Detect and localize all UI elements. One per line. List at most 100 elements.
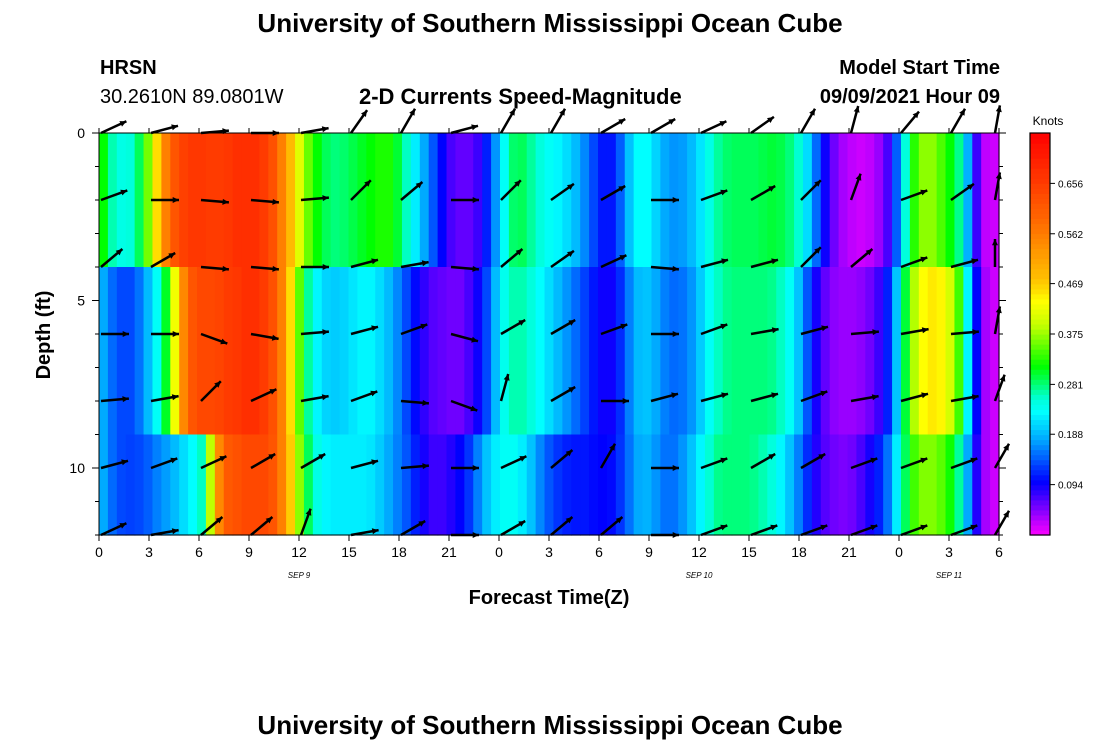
heatmap-cell [508, 166, 519, 201]
heatmap-cell [865, 401, 875, 436]
vector-head [269, 389, 277, 395]
heatmap-cell [348, 501, 359, 536]
heatmap-cell [624, 267, 635, 302]
colorbar-tick-label: 0.656 [1058, 179, 1083, 190]
heatmap-cell [393, 468, 403, 503]
vector-head [870, 457, 878, 464]
heatmap-cell [874, 166, 884, 201]
heatmap-cell [687, 501, 697, 536]
heatmap-cell [125, 367, 136, 402]
heatmap-cell [562, 334, 572, 369]
heatmap-cell [954, 401, 964, 436]
heatmap-cell [731, 267, 742, 302]
heatmap-cell [428, 367, 439, 402]
heatmap-cell [384, 401, 394, 436]
heatmap-cell [517, 501, 528, 536]
heatmap-cell [722, 233, 733, 268]
heatmap-cell [223, 501, 234, 536]
heatmap-cell [651, 200, 661, 235]
heatmap-cell [419, 401, 430, 436]
heatmap-cell [508, 367, 519, 402]
heatmap-cell [508, 233, 519, 268]
heatmap-cell [125, 133, 136, 168]
heatmap-cell [802, 166, 813, 201]
current-vector [200, 455, 227, 470]
heatmap-cell [99, 166, 109, 201]
heatmap-cell [508, 334, 519, 369]
station-name: HRSN [100, 57, 157, 79]
heatmap-cell [811, 401, 822, 436]
current-vector [900, 392, 929, 403]
heatmap-cell [473, 300, 483, 335]
heatmap-cell [535, 133, 546, 168]
current-vector [300, 195, 330, 202]
heatmap-cell [936, 133, 947, 168]
heatmap-cell [553, 434, 563, 469]
heatmap-cell [535, 300, 546, 335]
heatmap-cell [499, 166, 510, 201]
heatmap-cell [197, 334, 207, 369]
colorbar-segment [1030, 223, 1050, 230]
current-vector [849, 173, 862, 201]
heatmap-cell [865, 200, 875, 235]
heatmap-cell [250, 133, 260, 168]
heatmap-cell [214, 166, 225, 201]
heatmap-cell [134, 434, 145, 469]
heatmap-cell [473, 233, 483, 268]
current-vector [150, 124, 179, 135]
heatmap-cell [134, 133, 145, 168]
heatmap-cell [856, 434, 866, 469]
heatmap-cell [615, 434, 626, 469]
x-tick-label: 6 [595, 544, 603, 560]
colorbar-segment [1030, 389, 1050, 395]
current-vector [451, 465, 479, 471]
heatmap-cell [606, 468, 617, 503]
heatmap-cell [375, 166, 385, 201]
colorbar-tick-label: 0.094 [1058, 481, 1083, 492]
vector-head [995, 105, 1002, 113]
heatmap-cell [900, 468, 911, 503]
heatmap-cell [223, 367, 234, 402]
heatmap-cell [268, 501, 278, 536]
heatmap-cell [508, 267, 519, 302]
heatmap-cell [794, 267, 804, 302]
current-vector [500, 455, 527, 470]
heatmap-cell [847, 267, 858, 302]
heatmap-cell [972, 200, 982, 235]
heatmap-cell [259, 267, 269, 302]
heatmap-cell [767, 133, 777, 168]
heatmap-cell [740, 401, 751, 436]
heatmap-cell [170, 267, 180, 302]
heatmap-cell [856, 233, 866, 268]
heatmap-cell [820, 166, 831, 201]
heatmap-cell [170, 233, 180, 268]
heatmap-cell [277, 166, 287, 201]
heatmap-cell [598, 334, 608, 369]
heatmap-cell [927, 401, 938, 436]
heatmap-cell [820, 233, 831, 268]
current-vector [151, 197, 179, 203]
vector-head [122, 331, 129, 337]
heatmap-cell [981, 133, 991, 168]
heatmap-cell [259, 468, 269, 503]
current-vector [150, 528, 179, 537]
colorbar-segment [1030, 323, 1050, 330]
current-vector [800, 325, 829, 336]
heatmap-cell [963, 200, 973, 235]
heatmap-cell [241, 401, 252, 436]
heatmap-cell [678, 434, 688, 469]
current-vector [500, 248, 524, 268]
heatmap-cell [99, 233, 109, 268]
current-vector [950, 182, 975, 202]
heatmap-cell [696, 401, 706, 436]
heatmap-cell [268, 133, 278, 168]
heatmap-cell [731, 501, 742, 536]
heatmap-cell [508, 300, 519, 335]
heatmap-cell [375, 300, 385, 335]
x-tick-label: 12 [691, 544, 707, 560]
heatmap-cell [936, 300, 947, 335]
heatmap-cell [785, 501, 795, 536]
heatmap-cell [259, 367, 269, 402]
heatmap-cell [749, 267, 760, 302]
